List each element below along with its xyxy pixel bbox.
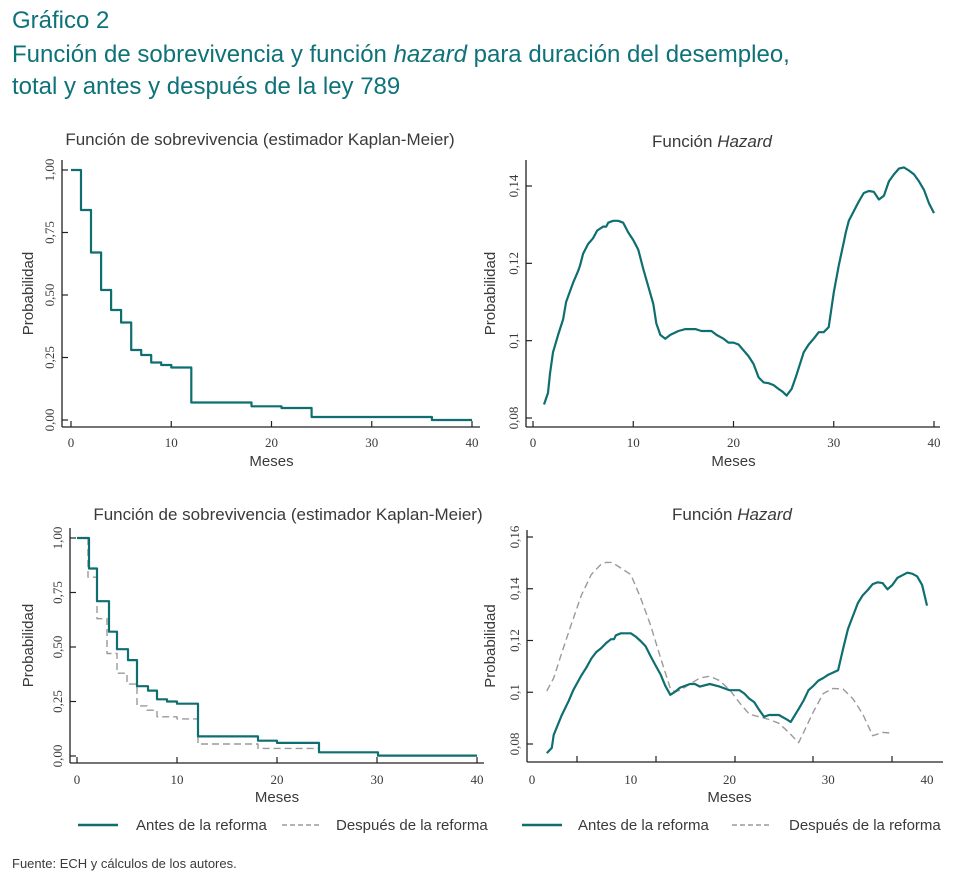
title-text-em: hazard xyxy=(393,41,467,68)
x-tick-label: 20 xyxy=(271,772,284,787)
x-axis-label: Meses xyxy=(711,453,755,470)
x-axis-label: Meses xyxy=(249,453,293,470)
x-tick-label: 30 xyxy=(827,435,840,450)
x-tick-label: 40 xyxy=(928,435,941,450)
x-tick-label: 0 xyxy=(74,772,81,787)
figure-title-line1: Función de sobrevivencia y función hazar… xyxy=(12,40,790,70)
y-axis-label: Probabilidad xyxy=(482,604,499,687)
legend-label: Después de la reforma xyxy=(336,817,488,834)
legend-label: Después de la reforma xyxy=(789,817,941,834)
y-tick-label: 1,00 xyxy=(42,159,57,182)
x-tick-label: 10 xyxy=(624,772,637,787)
x-tick-label: 20 xyxy=(727,435,740,450)
figure-label: Gráfico 2 xyxy=(12,7,110,34)
chart-hazard-total: Función Hazard 0,08 0,1 0,12 0,14 0 10 20 30 40 Me… xyxy=(482,132,941,470)
legend-left: Antes de la reforma Después de la reform… xyxy=(78,817,488,834)
x-tick-label: 0 xyxy=(530,435,537,450)
title-text-post: para duración del desempleo, xyxy=(466,41,790,68)
y-tick-label: 1,00 xyxy=(50,527,65,550)
x-tick-label: 30 xyxy=(365,435,378,450)
series-line-antes xyxy=(77,536,477,757)
y-tick-label: 0,1 xyxy=(507,684,522,700)
y-tick-label: 0,00 xyxy=(50,745,65,768)
legend-label: Antes de la reforma xyxy=(578,817,710,834)
y-tick-label: 0,14 xyxy=(506,174,521,197)
chart-title-text: Función xyxy=(652,132,717,151)
legend-right: Antes de la reforma Después de la reform… xyxy=(522,817,941,834)
y-tick-label: 0,12 xyxy=(507,629,522,652)
y-tick-label: 0,50 xyxy=(42,284,57,307)
y-axis-label: Probabilidad xyxy=(20,604,37,687)
y-tick-label: 0,08 xyxy=(507,733,522,756)
y-axis-label: Probabilidad xyxy=(482,252,499,335)
y-tick-label: 0,16 xyxy=(507,525,522,548)
chart-title: Función de sobrevivencia (estimador Kapl… xyxy=(65,130,454,149)
chart-hazard-reforma: Función Hazard 0,08 0,1 0,12 0,14 0,16 0 10 20 30… xyxy=(482,505,943,806)
x-tick-label: 10 xyxy=(627,435,640,450)
x-tick-label: 40 xyxy=(471,772,484,787)
x-axis-label: Meses xyxy=(255,789,299,806)
x-tick-label: 30 xyxy=(822,772,835,787)
chart-km-total: Función de sobrevivencia (estimador Kapl… xyxy=(20,130,480,470)
series-line-antes xyxy=(542,166,935,405)
chart-title-text: Función xyxy=(672,505,737,524)
y-tick-label: 0,25 xyxy=(50,690,65,713)
y-tick-label: 0,25 xyxy=(42,346,57,369)
x-axis-label: Meses xyxy=(707,789,751,806)
y-tick-label: 0,75 xyxy=(50,581,65,604)
title-text-pre: Función de sobrevivencia y función xyxy=(12,41,394,68)
series-line-antes xyxy=(546,571,929,754)
figure-title-line2: total y antes y después de la ley 789 xyxy=(12,73,401,100)
chart-title-em: Hazard xyxy=(717,132,772,151)
y-tick-label: 0,50 xyxy=(50,636,65,659)
chart-title-text: Función de sobrevivencia (estimador Kapl… xyxy=(65,130,454,149)
y-tick-label: 0,14 xyxy=(507,577,522,600)
y-axis-label: Probabilidad xyxy=(20,252,37,335)
chart-title: Función Hazard xyxy=(672,505,793,524)
series-line-despues xyxy=(546,561,893,744)
x-tick-label: 10 xyxy=(165,435,178,450)
chart-title-text: Función de sobrevivencia (estimador Kapl… xyxy=(93,505,482,524)
legend-label: Antes de la reforma xyxy=(136,817,268,834)
x-tick-label: 0 xyxy=(529,772,536,787)
source-note: Fuente: ECH y cálculos de los autores. xyxy=(12,856,237,871)
x-tick-label: 0 xyxy=(68,435,75,450)
y-tick-label: 0,1 xyxy=(506,333,521,349)
x-tick-label: 40 xyxy=(921,772,934,787)
y-tick-label: 0,12 xyxy=(506,252,521,275)
chart-km-reforma: Función de sobrevivencia (estimador Kapl… xyxy=(20,505,484,806)
x-tick-label: 20 xyxy=(723,772,736,787)
x-tick-label: 20 xyxy=(265,435,278,450)
chart-title-em: Hazard xyxy=(737,505,792,524)
x-tick-label: 30 xyxy=(371,772,384,787)
series-line-despues xyxy=(77,537,319,750)
series-line-antes xyxy=(71,168,472,422)
x-tick-label: 10 xyxy=(171,772,184,787)
y-tick-label: 0,08 xyxy=(506,407,521,430)
y-tick-label: 0,75 xyxy=(42,221,57,244)
chart-title: Función de sobrevivencia (estimador Kapl… xyxy=(93,505,482,524)
x-tick-label: 40 xyxy=(466,435,479,450)
chart-title: Función Hazard xyxy=(652,132,773,151)
y-tick-label: 0,00 xyxy=(42,409,57,432)
